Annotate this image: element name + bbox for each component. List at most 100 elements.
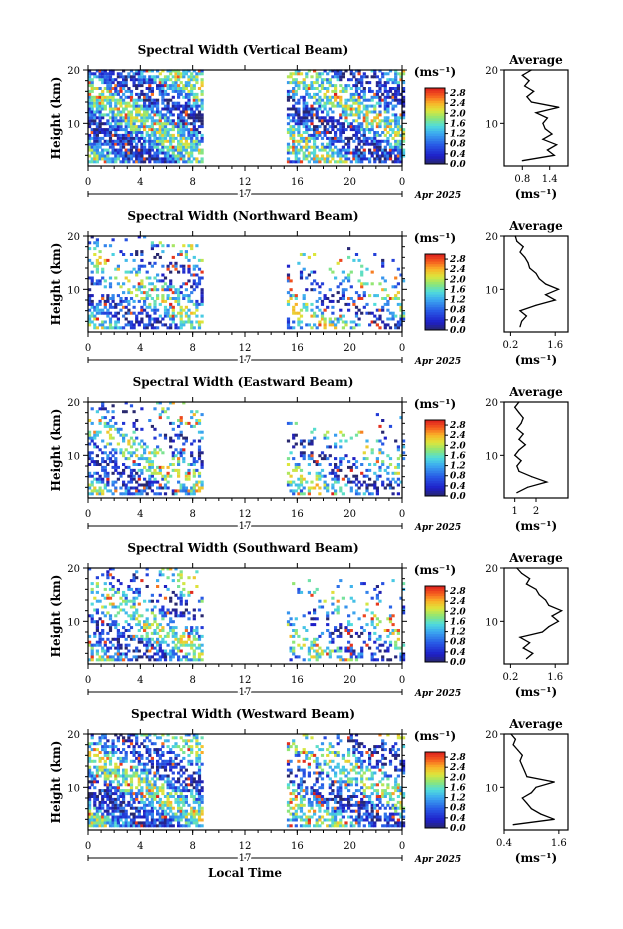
heatmap-cell (286, 160, 291, 164)
heatmap-cell (119, 297, 123, 300)
heatmap-cell (135, 145, 139, 149)
heatmap-cell (357, 72, 361, 76)
heatmap-cell (156, 294, 160, 298)
heatmap-cell (399, 652, 403, 656)
heatmap-cell (95, 326, 99, 330)
heatmap-cell (166, 471, 170, 475)
heatmap-cell (116, 774, 120, 778)
heatmap-cell (328, 95, 332, 99)
heatmap-cell (399, 154, 403, 158)
heatmap-cell (145, 110, 149, 114)
heatmap-cell (103, 474, 107, 478)
heatmap-cell (294, 157, 298, 161)
heatmap-cell (182, 582, 186, 586)
y-tick-label: 20 (67, 564, 80, 575)
heatmap-cell (161, 125, 165, 129)
heatmap-cell (373, 294, 377, 298)
heatmap-cell (93, 774, 97, 778)
heatmap-cell (95, 477, 99, 481)
heatmap-cell (388, 486, 393, 490)
heatmap-cell (305, 305, 309, 309)
heatmap-cell (339, 317, 343, 321)
heatmap-cell (132, 477, 136, 481)
heatmap-cell (140, 113, 144, 117)
heatmap-cell (166, 308, 170, 312)
heatmap-cell (161, 410, 165, 414)
heatmap-cell (101, 416, 105, 420)
heatmap-cell (182, 486, 186, 490)
heatmap-cell (396, 133, 400, 137)
heatmap-cell (137, 125, 141, 129)
heatmap-cell (195, 419, 199, 422)
heatmap-cell (336, 465, 340, 469)
heatmap-cell (354, 101, 359, 105)
heatmap-cell (190, 646, 194, 650)
heatmap-cell (93, 119, 97, 123)
heatmap-cell (344, 69, 348, 73)
heatmap-cell (339, 623, 343, 627)
heatmap-cell (98, 145, 102, 149)
heatmap-cell (179, 573, 183, 577)
heatmap-cell (116, 783, 120, 787)
heatmap-cell (184, 305, 188, 309)
average-title: Average (508, 53, 563, 67)
heatmap-cell (381, 460, 385, 464)
heatmap-cell (388, 620, 393, 624)
heatmap-cell (127, 465, 131, 469)
heatmap-cell (132, 442, 136, 446)
heatmap-cell (396, 471, 400, 475)
heatmap-cell (200, 258, 204, 262)
heatmap-cell (111, 72, 115, 76)
heatmap-cell (127, 151, 131, 155)
heatmap-cell (158, 483, 162, 487)
heatmap-cell (116, 128, 120, 132)
heatmap-cell (106, 78, 110, 82)
heatmap-cell (179, 421, 183, 425)
heatmap-cell (95, 489, 99, 493)
heatmap-cell (124, 297, 128, 300)
heatmap-cell (145, 87, 149, 90)
heatmap-cell (399, 145, 403, 149)
heatmap-cell (381, 451, 385, 455)
heatmap-cell (156, 104, 160, 108)
heatmap-cell (111, 742, 115, 746)
heatmap-cell (315, 314, 319, 318)
heatmap-cell (119, 116, 123, 120)
heatmap-cell (95, 590, 99, 594)
heatmap-cell (373, 157, 377, 161)
heatmap-cell (148, 457, 152, 461)
heatmap-cell (88, 809, 92, 813)
heatmap-cell (103, 792, 107, 796)
heatmap-cell (127, 457, 131, 461)
heatmap-cell (114, 320, 118, 324)
heatmap-cell (294, 655, 298, 659)
heatmap-cell (179, 285, 183, 289)
heatmap-cell (177, 457, 181, 461)
heatmap-cell (294, 468, 298, 472)
heatmap-cell (352, 599, 356, 603)
heatmap-cell (182, 87, 186, 90)
heatmap-cell (375, 92, 379, 96)
heatmap-cell (179, 145, 183, 149)
heatmap-cell (347, 640, 351, 644)
heatmap-cell (171, 401, 175, 405)
heatmap-cell (103, 421, 107, 425)
heatmap-cell (318, 320, 322, 324)
heatmap-cell (381, 98, 385, 102)
heatmap-cell (375, 151, 379, 155)
heatmap-cell (323, 95, 327, 99)
heatmap-cell (349, 113, 353, 117)
heatmap-cell (114, 119, 118, 123)
heatmap-cell (95, 480, 99, 484)
heatmap-cell (150, 317, 154, 321)
heatmap-cell (388, 128, 393, 132)
heatmap-cell (93, 113, 97, 117)
heatmap-cell (103, 733, 107, 737)
heatmap-cell (108, 110, 113, 114)
heatmap-cell (352, 258, 356, 262)
heatmap-cell (156, 326, 160, 330)
heatmap-cell (129, 69, 134, 73)
heatmap-cell (108, 792, 113, 796)
heatmap-cell (195, 637, 199, 641)
average-point (551, 615, 553, 617)
